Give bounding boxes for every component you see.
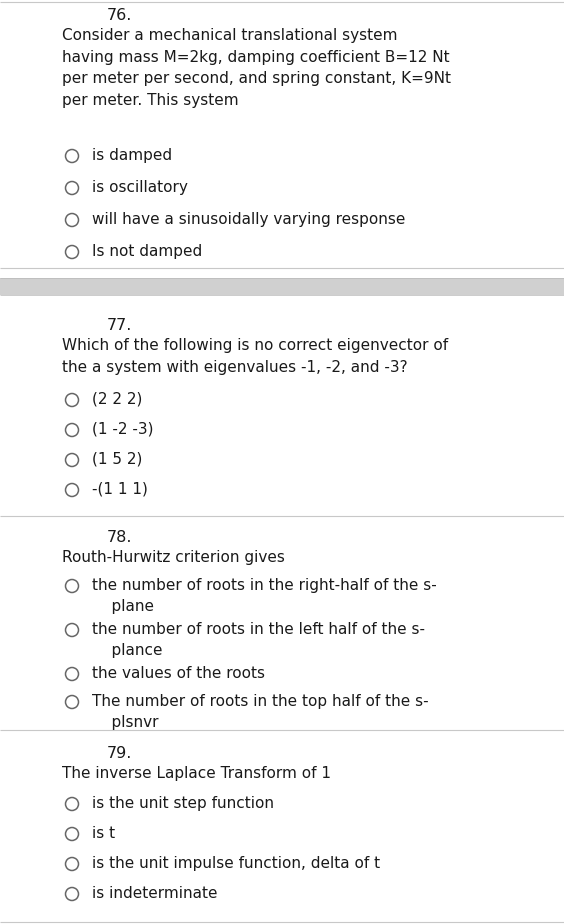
Text: is the unit impulse function, delta of t: is the unit impulse function, delta of t [92, 856, 380, 871]
Text: The inverse Laplace Transform of 1: The inverse Laplace Transform of 1 [62, 766, 331, 781]
Text: 78.: 78. [107, 530, 133, 545]
Text: Which of the following is no correct eigenvector of
the a system with eigenvalue: Which of the following is no correct eig… [62, 338, 448, 374]
Text: Consider a mechanical translational system
having mass M=2kg, damping coefficien: Consider a mechanical translational syst… [62, 28, 451, 108]
Text: -(1 1 1): -(1 1 1) [92, 482, 148, 497]
Text: is oscillatory: is oscillatory [92, 180, 188, 195]
Text: is damped: is damped [92, 148, 172, 163]
Text: (2 2 2): (2 2 2) [92, 392, 142, 407]
Text: is indeterminate: is indeterminate [92, 886, 218, 901]
Text: Routh-Hurwitz criterion gives: Routh-Hurwitz criterion gives [62, 550, 285, 565]
Text: will have a sinusoidally varying response: will have a sinusoidally varying respons… [92, 212, 406, 227]
Text: is the unit step function: is the unit step function [92, 796, 274, 811]
Text: The number of roots in the top half of the s-
    plsnvr: The number of roots in the top half of t… [92, 694, 429, 730]
Text: the values of the roots: the values of the roots [92, 666, 265, 681]
Text: the number of roots in the right-half of the s-
    plane: the number of roots in the right-half of… [92, 578, 437, 614]
Text: 77.: 77. [107, 318, 133, 333]
Text: 76.: 76. [107, 8, 133, 23]
Text: (1 -2 -3): (1 -2 -3) [92, 422, 153, 437]
Text: is t: is t [92, 826, 115, 841]
Text: 79.: 79. [107, 746, 133, 761]
Bar [0, 278, 564, 295]
Text: the number of roots in the left half of the s-
    plance: the number of roots in the left half of … [92, 622, 425, 658]
Text: Is not damped: Is not damped [92, 244, 202, 259]
Text: (1 5 2): (1 5 2) [92, 452, 142, 467]
